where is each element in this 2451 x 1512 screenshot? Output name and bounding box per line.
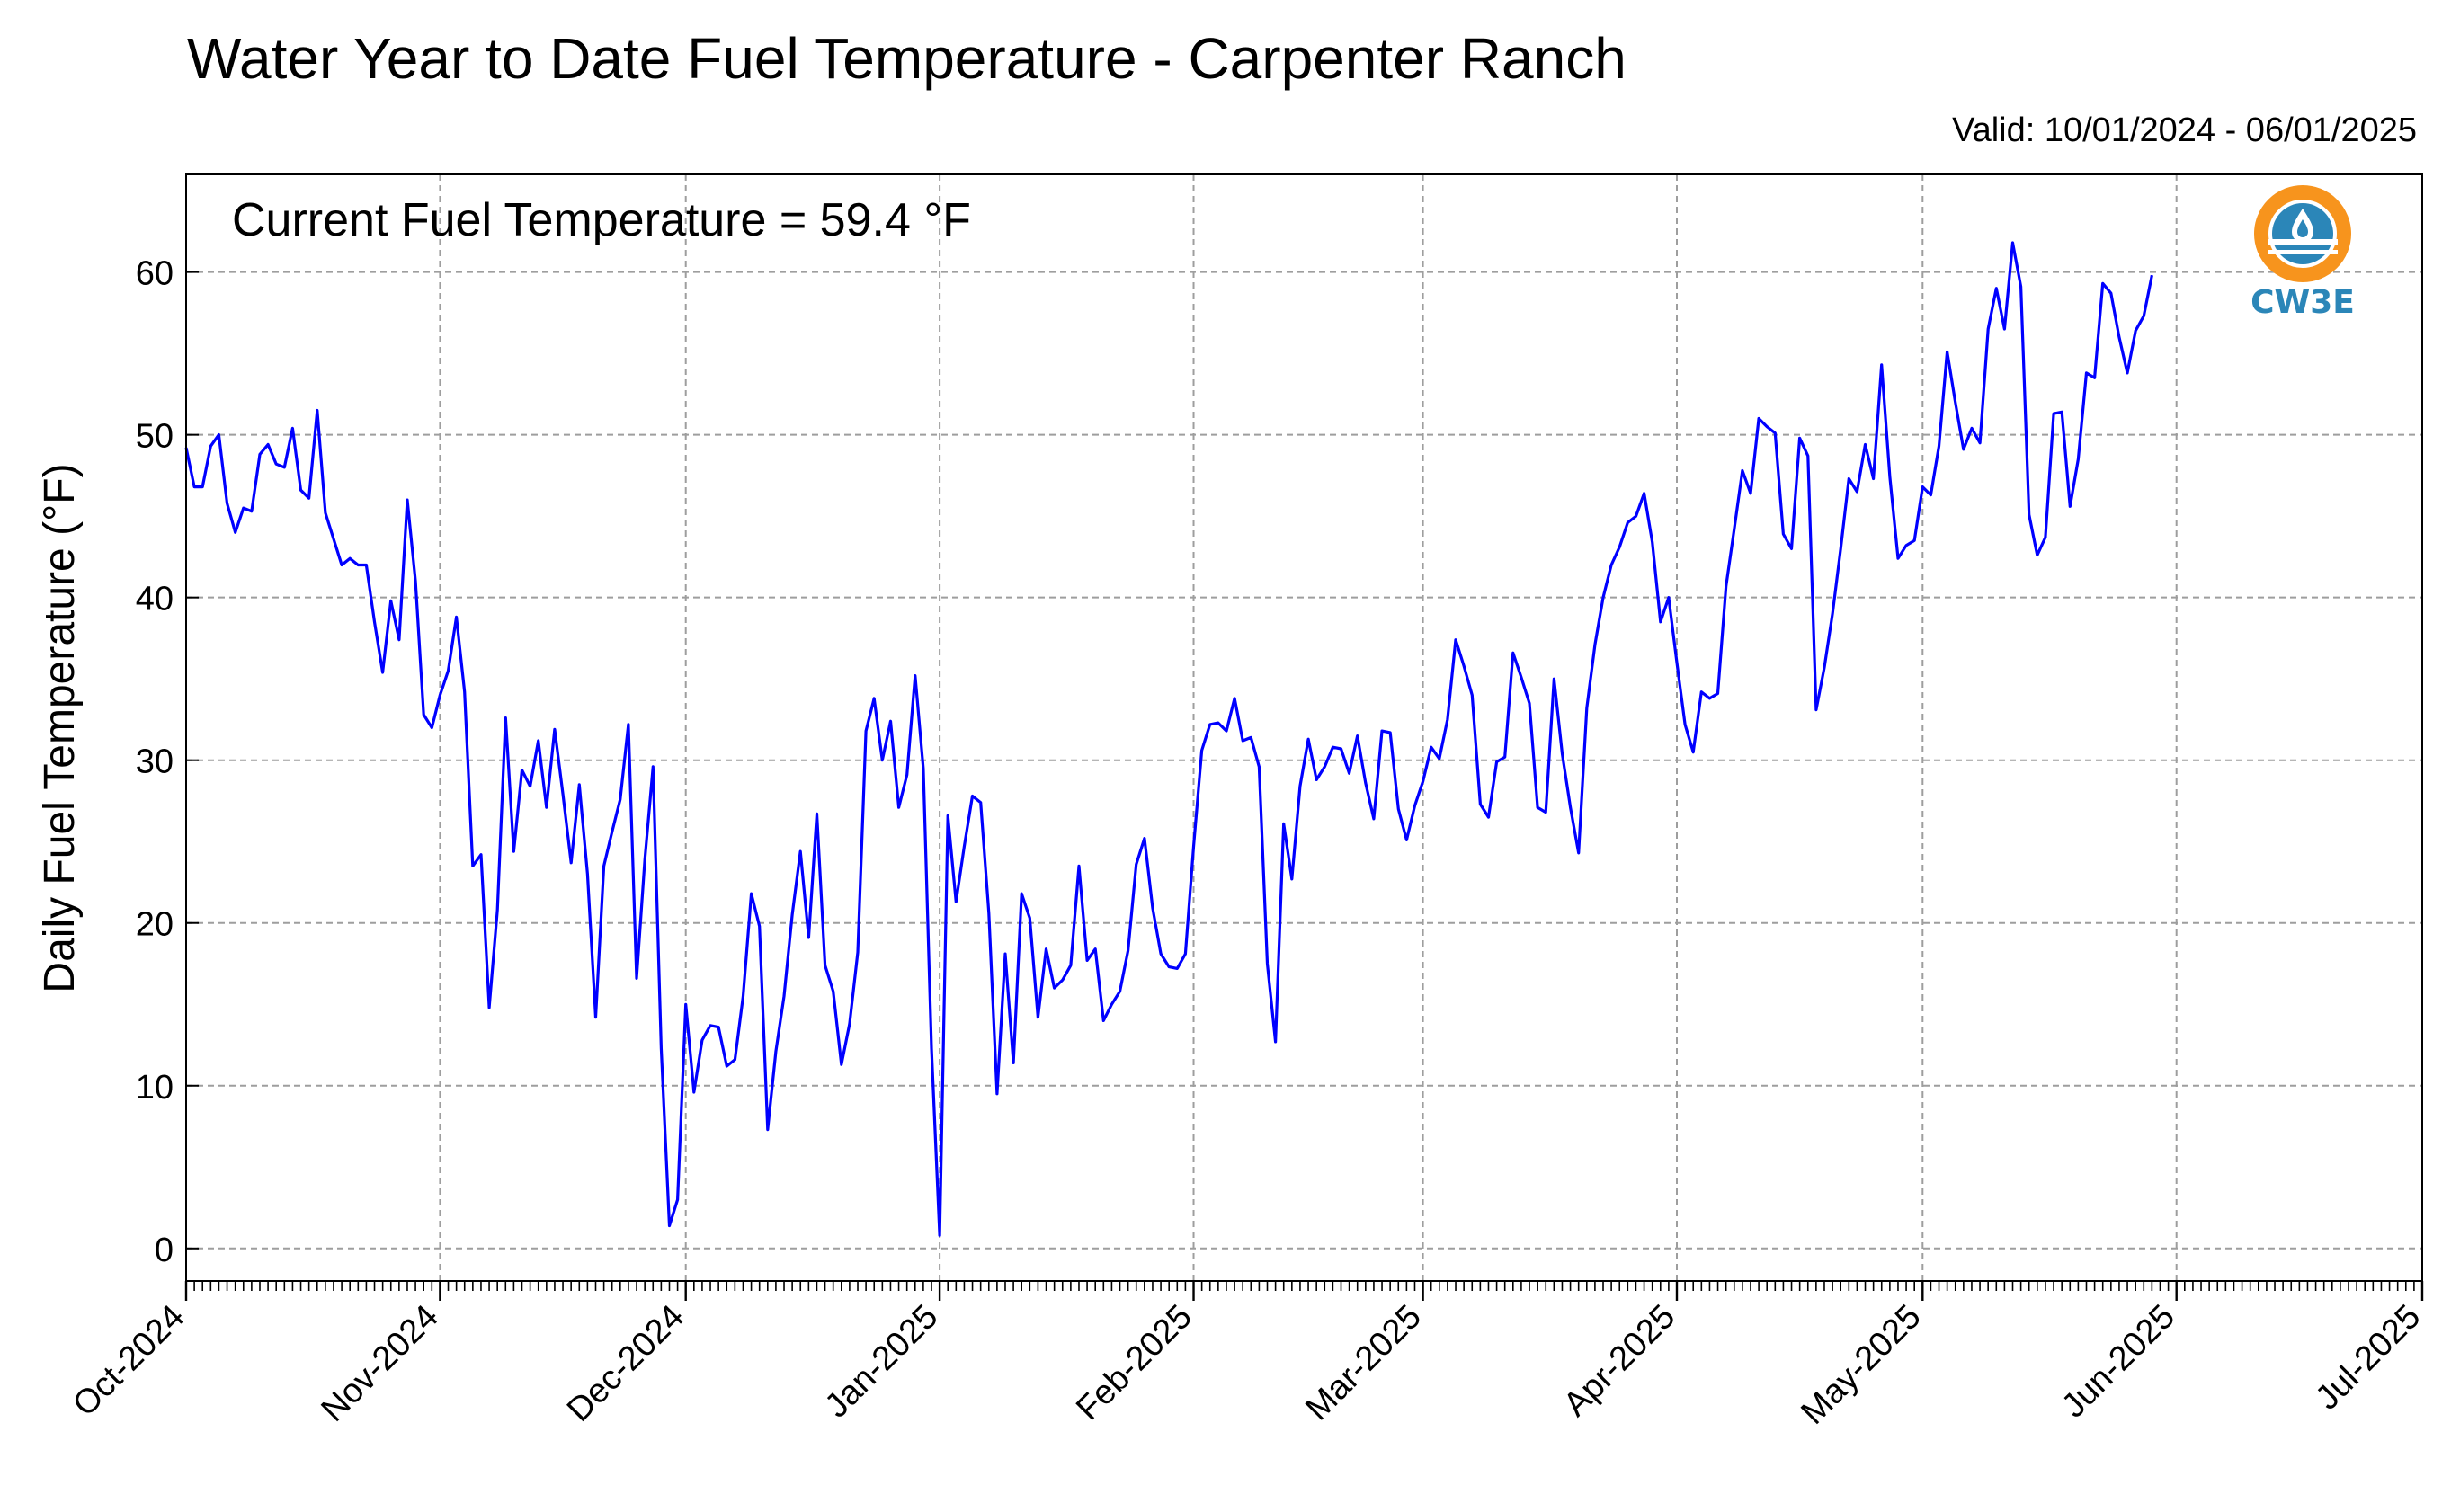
y-tick-label: 60 [136, 255, 174, 293]
series-line [184, 241, 2153, 1237]
cw3e-logo: CW3E [2241, 183, 2365, 327]
x-tick-label: Nov-2024 [315, 1298, 446, 1429]
y-tick-label: 20 [136, 906, 174, 944]
cw3e-logo-icon [2254, 185, 2351, 282]
y-tick-label: 50 [136, 418, 174, 456]
x-tick-label: Jul-2025 [2309, 1298, 2429, 1418]
grid-lines [186, 174, 2422, 1281]
valid-date-range: Valid: 10/01/2024 - 06/01/2025 [1952, 111, 2417, 149]
y-tick-label: 10 [136, 1069, 174, 1107]
x-tick-label: Mar-2025 [1298, 1298, 1429, 1428]
x-tick-label: Jan-2025 [818, 1298, 946, 1426]
y-axis-ticks: 0 10 20 30 40 50 60 [136, 255, 199, 1269]
y-tick-label: 30 [136, 743, 174, 781]
y-tick-label: 40 [136, 581, 174, 618]
x-axis-ticks: Oct-2024 Nov-2024 Dec-2024 Jan-2025 Feb-2025… [66, 1281, 2428, 1432]
chart-title: Water Year to Date Fuel Temperature - Ca… [187, 26, 1627, 91]
x-tick-label: Apr-2025 [1556, 1298, 1682, 1424]
x-tick-label: Oct-2024 [66, 1298, 192, 1424]
x-tick-label: May-2025 [1794, 1298, 1928, 1432]
x-tick-label: Dec-2024 [560, 1298, 691, 1429]
x-tick-label: Feb-2025 [1069, 1298, 1199, 1428]
y-axis-label: Daily Fuel Temperature (°F) [36, 463, 84, 992]
y-tick-label: 0 [155, 1232, 174, 1269]
cw3e-logo-text: CW3E [2250, 284, 2355, 321]
current-fuel-temperature-annotation: Current Fuel Temperature = 59.4 °F [232, 194, 971, 246]
x-tick-label: Jun-2025 [2054, 1298, 2182, 1426]
plot-frame [185, 173, 2423, 1282]
